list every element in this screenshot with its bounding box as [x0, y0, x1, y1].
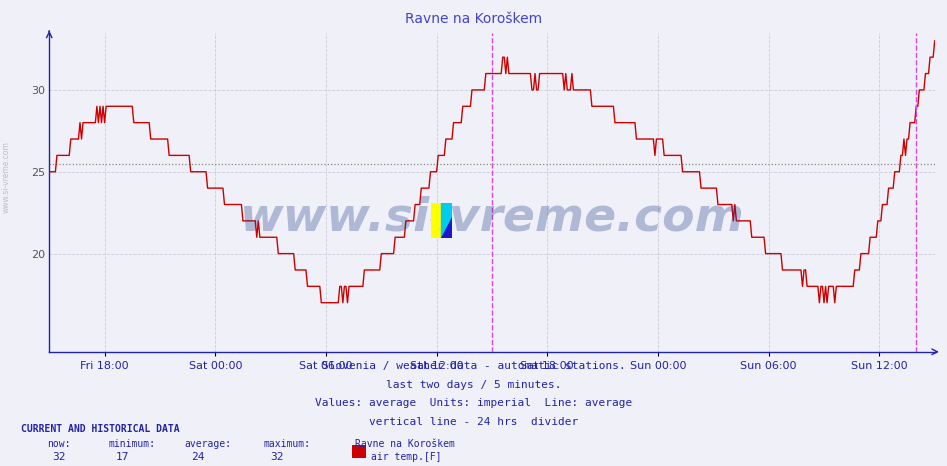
Polygon shape — [441, 217, 452, 238]
Text: air temp.[F]: air temp.[F] — [371, 452, 441, 462]
Text: 17: 17 — [116, 452, 129, 462]
Text: 32: 32 — [52, 452, 65, 462]
Polygon shape — [431, 203, 441, 238]
Text: last two days / 5 minutes.: last two days / 5 minutes. — [385, 380, 562, 390]
Text: vertical line - 24 hrs  divider: vertical line - 24 hrs divider — [369, 417, 578, 427]
Text: Ravne na Koroškem: Ravne na Koroškem — [355, 439, 455, 449]
Text: 32: 32 — [270, 452, 283, 462]
Text: www.si-vreme.com: www.si-vreme.com — [2, 141, 11, 213]
Text: www.si-vreme.com: www.si-vreme.com — [240, 195, 744, 240]
Text: CURRENT AND HISTORICAL DATA: CURRENT AND HISTORICAL DATA — [21, 424, 180, 434]
Text: 24: 24 — [191, 452, 205, 462]
Text: minimum:: minimum: — [109, 439, 156, 449]
Text: Slovenia / weather data - automatic stations.: Slovenia / weather data - automatic stat… — [322, 361, 625, 371]
Text: now:: now: — [47, 439, 71, 449]
Text: maximum:: maximum: — [263, 439, 311, 449]
Text: average:: average: — [185, 439, 232, 449]
Polygon shape — [441, 203, 452, 238]
Text: Values: average  Units: imperial  Line: average: Values: average Units: imperial Line: av… — [314, 398, 633, 408]
Text: Ravne na Koroškem: Ravne na Koroškem — [405, 12, 542, 26]
